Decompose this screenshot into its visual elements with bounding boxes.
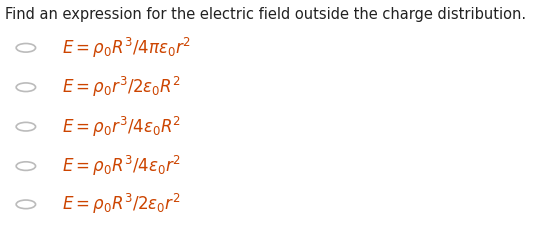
Text: Find an expression for the electric field outside the charge distribution.: Find an expression for the electric fiel… (5, 7, 527, 22)
Text: $E = \rho_0R^3/4\pi\varepsilon_0r^2$: $E = \rho_0R^3/4\pi\varepsilon_0r^2$ (62, 36, 191, 60)
Text: $E = \rho_0r^3/2\varepsilon_0R^2$: $E = \rho_0r^3/2\varepsilon_0R^2$ (62, 75, 181, 99)
Text: $E = \rho_0R^3/4\varepsilon_0r^2$: $E = \rho_0R^3/4\varepsilon_0r^2$ (62, 154, 181, 178)
Text: $E = \rho_0R^3/2\varepsilon_0r^2$: $E = \rho_0R^3/2\varepsilon_0r^2$ (62, 192, 181, 216)
Text: $E = \rho_0r^3/4\varepsilon_0R^2$: $E = \rho_0r^3/4\varepsilon_0R^2$ (62, 115, 181, 139)
